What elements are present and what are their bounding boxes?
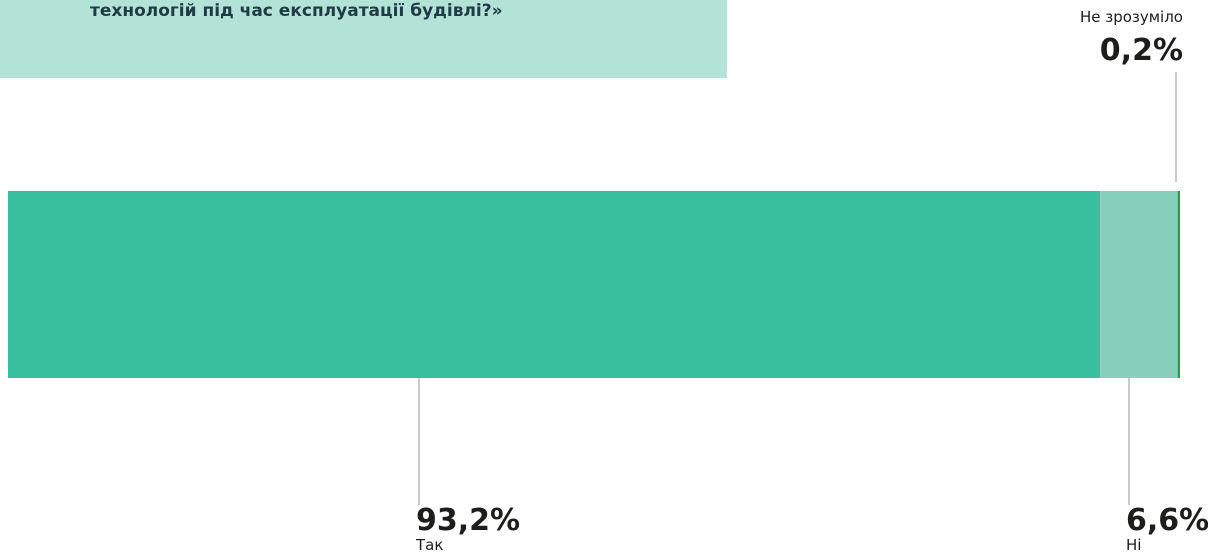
category-label: Ні — [1126, 536, 1141, 553]
value-label: 0,2% — [1100, 33, 1183, 68]
value-label: 93,2% — [416, 503, 520, 538]
category-label: Так — [415, 536, 443, 553]
bar-segment — [8, 191, 1101, 378]
value-label: 6,6% — [1126, 503, 1208, 538]
chart-title: технологій під час експлуатації будівлі?… — [90, 1, 503, 21]
bar-segment — [1100, 191, 1178, 378]
category-label: Не зрозуміло — [1080, 8, 1183, 26]
bar-segment — [1177, 191, 1180, 378]
title-box — [0, 0, 727, 78]
